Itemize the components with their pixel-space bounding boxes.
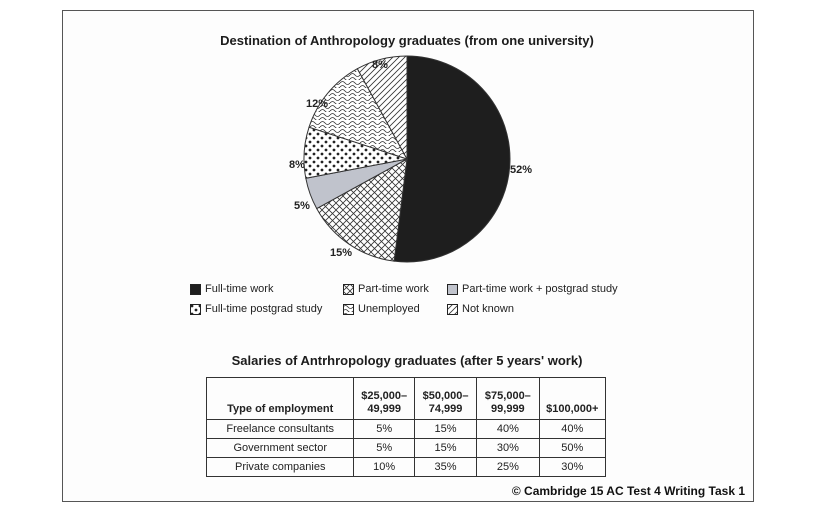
table-cell: 40% (538, 419, 607, 439)
table-row: Freelance consultants 5% 15% 40% 40% (205, 419, 607, 439)
legend-swatch-solid-dark (190, 283, 201, 295)
legend-swatch-dots (190, 303, 201, 315)
column-header-50k: $50,000– 74,999 (413, 377, 478, 420)
pie-chart-title: Destination of Anthropology graduates (f… (220, 33, 594, 48)
table-cell: Government sector (205, 438, 355, 458)
legend-swatch-squiggle (343, 303, 354, 315)
legend-label: Unemployed (358, 303, 420, 315)
pie-slice-full-time-work (393, 55, 511, 263)
pie-slice-part-time-work (316, 158, 408, 262)
table-cell: 15% (413, 419, 478, 439)
legend-label: Full-time postgrad study (205, 303, 323, 315)
legend-swatch-crosshatch (343, 283, 354, 295)
table-cell: 25% (476, 457, 540, 477)
salary-table: Type of employment $25,000– 49,999 $50,0… (205, 377, 607, 477)
pie-slice-not-known (356, 55, 408, 160)
table-cell: 5% (353, 419, 415, 439)
column-header-75k: $75,000– 99,999 (476, 377, 540, 420)
column-header-100k: $100,000+ (538, 377, 607, 420)
table-cell: 35% (413, 457, 478, 477)
table-row: Private companies 10% 35% 25% 30% (205, 457, 607, 477)
table-cell: 5% (353, 438, 415, 458)
legend-item-full-time-work: Full-time work (190, 283, 273, 295)
table-cell: 30% (476, 438, 540, 458)
legend-item-full-time-postgrad: Full-time postgrad study (190, 303, 322, 315)
legend-item-part-time-work: Part-time work (343, 283, 429, 295)
table-cell: 40% (476, 419, 540, 439)
table-cell: 50% (538, 438, 607, 458)
legend-item-part-time-postgrad: Part-time work + postgrad study (447, 283, 618, 295)
pie-label-full-time-work: 52% (510, 164, 533, 176)
legend-label: Part-time work + postgrad study (462, 283, 618, 295)
table-title: Salaries of Antrhropology graduates (aft… (231, 353, 583, 368)
column-header-25k: $25,000– 49,999 (353, 377, 415, 420)
table-cell: 30% (538, 457, 607, 477)
legend-swatch-solid-light (447, 283, 458, 295)
legend-swatch-diagonal (447, 303, 458, 315)
column-header-type: Type of employment (205, 377, 355, 420)
pie-slice-unemployed (308, 68, 409, 160)
legend-item-unemployed: Unemployed (343, 303, 420, 315)
table-header-row: Type of employment $25,000– 49,999 $50,0… (205, 377, 607, 420)
legend-label: Full-time work (205, 283, 274, 295)
pie-label-unemployed: 12% (306, 98, 329, 110)
legend-label: Not known (462, 303, 514, 315)
pie-label-full-time-postgrad: 8% (289, 159, 305, 171)
pie-label-not-known: 8% (372, 59, 388, 71)
legend-item-not-known: Not known (447, 303, 514, 315)
legend-label: Part-time work (358, 283, 429, 295)
table-cell: Freelance consultants (205, 419, 355, 439)
pie-label-part-time-work: 15% (330, 247, 353, 259)
table-cell: 15% (413, 438, 478, 458)
pie-label-part-time-postgrad: 5% (294, 200, 310, 212)
copyright-notice: © Cambridge 15 AC Test 4 Writing Task 1 (511, 484, 745, 498)
table-cell: Private companies (205, 457, 355, 477)
table-row: Government sector 5% 15% 30% 50% (205, 438, 607, 458)
table-cell: 10% (353, 457, 415, 477)
